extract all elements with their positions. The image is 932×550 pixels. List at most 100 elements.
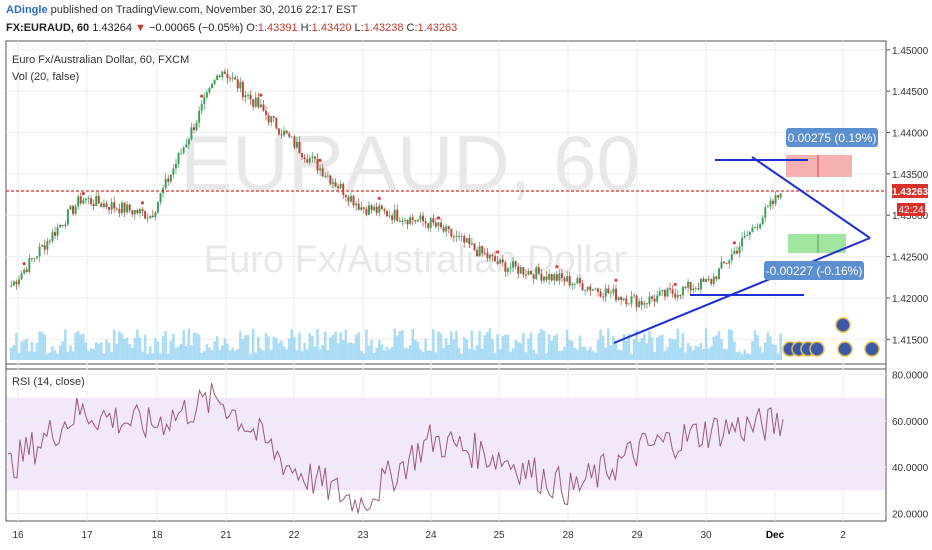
volume-bar (730, 330, 734, 360)
candle-body (182, 147, 185, 153)
candle-body (573, 283, 576, 285)
y-tick-label: 1.43500 (892, 170, 929, 181)
volume-bar (218, 349, 222, 360)
low-value: 1.43238 (363, 22, 404, 34)
rsi-legend[interactable]: RSI (14, close) (12, 376, 85, 388)
candle-body (514, 261, 517, 267)
y-tick-label: 1.44000 (892, 129, 929, 140)
volume-bar (414, 339, 417, 360)
rsi-tick-label: 40.0000 (892, 463, 929, 474)
volume-bar (208, 347, 211, 360)
author-name[interactable]: ADingle (6, 4, 48, 16)
candle-body (656, 295, 659, 302)
candle-body (244, 95, 247, 98)
upper-measure-box[interactable] (786, 155, 852, 177)
candle-body (329, 175, 332, 184)
candle-body (211, 83, 213, 88)
candle-body (530, 271, 533, 275)
volume-bar (434, 352, 438, 360)
rsi-axis[interactable]: 80.0000 60.0000 40.0000 20.0000 (892, 371, 929, 521)
flag-icon (835, 317, 851, 333)
volume-bar (275, 337, 278, 360)
volume-bar (182, 330, 185, 360)
volume-bar (717, 331, 721, 360)
candle-body (733, 250, 736, 255)
candle-body (370, 205, 373, 211)
volume-bar (357, 332, 360, 360)
lower-measure-box[interactable] (788, 234, 846, 253)
candle-body (149, 215, 152, 219)
rsi-tick-label: 20.0000 (892, 509, 929, 520)
volume-bar (380, 344, 384, 360)
main-legend[interactable]: Euro Fx/Australian Dollar, 60, FXCM (12, 54, 189, 66)
volume-bar (295, 350, 299, 360)
volume-bar (282, 346, 286, 360)
volume-bar (514, 340, 517, 360)
volume-bar (650, 337, 654, 360)
fractal-mark (555, 265, 559, 269)
volume-bar (48, 352, 52, 360)
volume-bar (635, 329, 638, 360)
candle-body (488, 255, 491, 259)
candle-body (702, 278, 705, 282)
volume-bar (210, 350, 214, 360)
volume-bar (550, 340, 553, 360)
volume-bar (596, 340, 600, 360)
y-tick-label: 1.45000 (892, 46, 929, 57)
volume-bar (179, 343, 183, 360)
trendline-drawings[interactable] (613, 156, 871, 344)
fractal-mark (732, 241, 736, 245)
volume-bar (763, 342, 767, 360)
candle-body (694, 288, 697, 290)
volume-bar (519, 343, 523, 360)
volume-bar (43, 334, 47, 360)
flag-icon (809, 341, 825, 357)
candle-body (290, 136, 293, 138)
candle-body (391, 215, 394, 220)
economic-events[interactable] (782, 317, 880, 357)
candle-body (334, 182, 337, 187)
countdown-badge: 42:24 (898, 205, 923, 216)
time-axis[interactable]: 16 17 18 21 22 23 24 25 28 29 30 Dec 2 (12, 530, 846, 541)
low-label: L: (354, 22, 364, 34)
candle-body (617, 296, 620, 300)
volume-bar (586, 350, 589, 360)
volume-bar (779, 333, 782, 360)
fractal-mark (436, 216, 441, 220)
candle-body (684, 286, 687, 288)
candle-body (723, 261, 726, 264)
volume-bar (316, 328, 319, 360)
candle-body (738, 246, 741, 254)
volume-bar (699, 342, 703, 360)
volume-bar (691, 350, 695, 360)
volume-bar (38, 331, 41, 360)
candle-body (311, 156, 314, 159)
candle-body (519, 267, 522, 274)
candle-body (200, 104, 203, 111)
volume-bar (323, 331, 327, 360)
volume-bar (79, 334, 83, 360)
candle-body (367, 205, 370, 215)
volume-bar (388, 349, 391, 360)
candle-body (535, 267, 538, 279)
candle-body (638, 301, 641, 308)
volume-bar (94, 342, 98, 360)
candle-body (512, 261, 515, 268)
candle-body (133, 209, 136, 215)
volume-legend[interactable]: Vol (20, false) (12, 71, 79, 83)
candle-body (697, 288, 700, 290)
y-tick-label: 1.42500 (892, 253, 929, 264)
volume-bar (15, 332, 18, 360)
volume-bar (267, 336, 270, 360)
price-axis[interactable]: 1.45000 1.44500 1.44000 1.43500 1.43000 1.425… (886, 46, 929, 347)
candle-body (625, 298, 628, 305)
candle-body (527, 271, 530, 275)
candle-body (728, 260, 731, 264)
volume-bar (143, 334, 147, 360)
candle-body (33, 257, 36, 259)
candle-body (568, 276, 571, 286)
volume-bar (241, 339, 245, 360)
symbol-label: FX:EURAUD, 60 (6, 22, 90, 34)
candle-body (437, 222, 440, 227)
